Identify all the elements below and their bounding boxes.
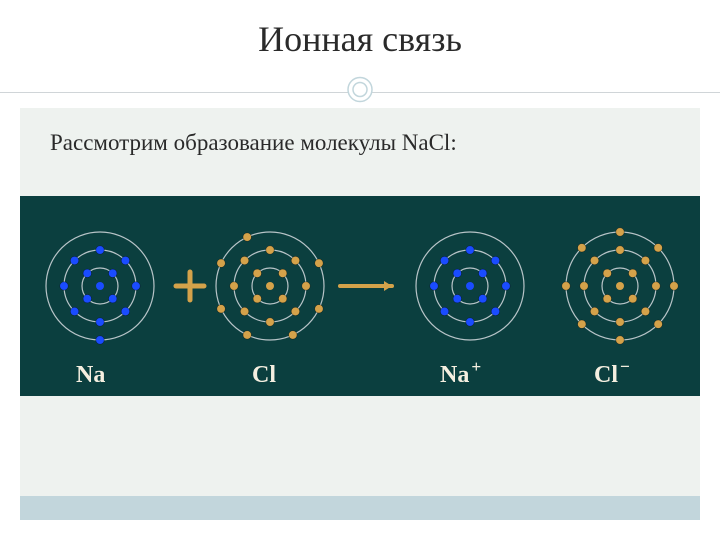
bottom-band (20, 496, 700, 520)
svg-text:Na: Na (76, 362, 105, 388)
page-title: Ионная связь (0, 0, 720, 60)
subtitle: Рассмотрим образование молекулы NaCl: (50, 130, 457, 156)
ornament-circle (346, 76, 374, 109)
ionic-bond-diagram: NaClNa+Cl− (20, 196, 700, 396)
svg-text:Cl: Cl (252, 362, 276, 388)
slide: Ионная связь Рассмотрим образование моле… (0, 0, 720, 540)
content-panel: Рассмотрим образование молекулы NaCl: Na… (20, 108, 700, 520)
